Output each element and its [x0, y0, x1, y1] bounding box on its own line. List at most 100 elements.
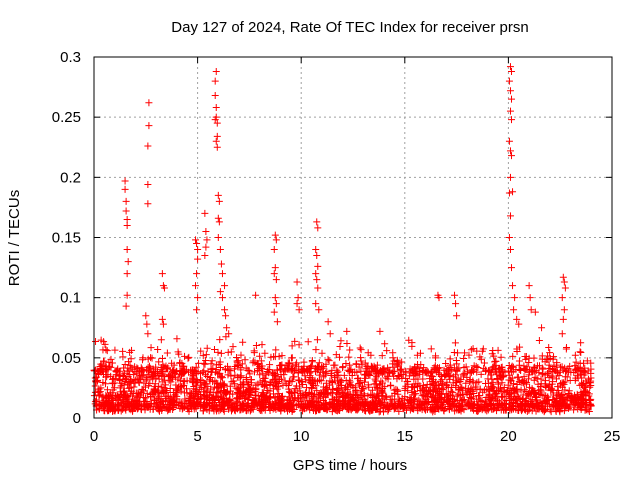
data-point	[98, 399, 106, 407]
data-point	[312, 346, 320, 354]
data-point	[579, 401, 587, 409]
data-point	[452, 300, 460, 308]
data-point	[532, 390, 540, 398]
data-point	[288, 405, 296, 413]
data-point	[547, 408, 555, 416]
data-point	[515, 320, 523, 328]
data-point	[97, 336, 105, 344]
data-point	[213, 132, 221, 140]
data-point	[228, 404, 236, 412]
data-point	[403, 378, 411, 386]
data-point	[334, 377, 342, 385]
data-point	[192, 367, 200, 375]
data-point	[262, 371, 270, 379]
data-point	[508, 116, 516, 124]
data-point	[327, 389, 335, 397]
data-point	[189, 372, 197, 380]
data-point	[227, 401, 235, 409]
data-point	[274, 380, 282, 388]
data-point	[538, 324, 546, 332]
data-point	[144, 367, 152, 375]
data-point	[505, 137, 513, 145]
data-point	[571, 351, 579, 359]
data-point	[173, 385, 181, 393]
data-point	[369, 364, 377, 372]
data-point	[212, 67, 220, 75]
data-point	[225, 397, 233, 405]
data-point	[95, 391, 103, 399]
data-point	[572, 358, 580, 366]
data-point	[163, 349, 171, 357]
data-point	[301, 372, 309, 380]
data-point	[334, 368, 342, 376]
data-point	[469, 379, 477, 387]
data-point	[553, 359, 561, 367]
data-point	[215, 197, 223, 205]
data-point	[572, 374, 580, 382]
data-point	[339, 400, 347, 408]
data-point	[342, 376, 350, 384]
data-point	[509, 188, 517, 196]
data-point	[559, 379, 567, 387]
data-point	[259, 376, 267, 384]
data-point	[346, 346, 354, 354]
data-point	[546, 349, 554, 357]
data-point	[185, 353, 193, 361]
data-point	[584, 406, 592, 414]
data-point	[560, 278, 568, 286]
data-point	[378, 352, 386, 360]
data-point	[211, 116, 219, 124]
data-point	[418, 391, 426, 399]
data-point	[512, 400, 520, 408]
data-point	[158, 315, 166, 323]
data-point	[405, 372, 413, 380]
data-point	[339, 363, 347, 371]
data-point	[501, 368, 509, 376]
data-point	[249, 357, 257, 365]
data-point	[383, 347, 391, 355]
data-point	[374, 384, 382, 392]
data-point	[401, 396, 409, 404]
data-point	[153, 395, 161, 403]
data-point	[203, 344, 211, 352]
data-point	[303, 367, 311, 375]
data-point	[499, 401, 507, 409]
data-point	[546, 354, 554, 362]
data-point	[169, 367, 177, 375]
y-axis-title: ROTI / TECUs	[6, 190, 23, 286]
data-point	[476, 385, 484, 393]
data-point	[462, 402, 470, 410]
data-point	[123, 221, 131, 229]
data-point	[217, 349, 225, 357]
data-point	[582, 377, 590, 385]
data-point	[183, 377, 191, 385]
data-point	[554, 387, 562, 395]
data-point	[229, 343, 237, 351]
data-point	[319, 368, 327, 376]
data-point	[514, 393, 522, 401]
data-point	[364, 363, 372, 371]
data-point	[238, 404, 246, 412]
data-point	[340, 389, 348, 397]
data-point	[525, 282, 533, 290]
data-point	[224, 348, 232, 356]
data-point	[422, 398, 430, 406]
data-point	[322, 405, 330, 413]
data-point	[284, 381, 292, 389]
data-point	[449, 373, 457, 381]
data-point	[192, 236, 200, 244]
data-point	[208, 357, 216, 365]
data-point	[144, 330, 152, 338]
data-point	[173, 335, 181, 343]
data-point	[381, 340, 389, 348]
data-point	[200, 367, 208, 375]
data-point	[461, 349, 469, 357]
data-point	[160, 284, 168, 292]
data-point	[313, 276, 321, 284]
x-tick-label: 10	[293, 428, 310, 445]
data-point	[432, 354, 440, 362]
data-point	[545, 344, 553, 352]
data-point	[466, 394, 474, 402]
data-point	[209, 364, 217, 372]
data-point	[386, 395, 394, 403]
